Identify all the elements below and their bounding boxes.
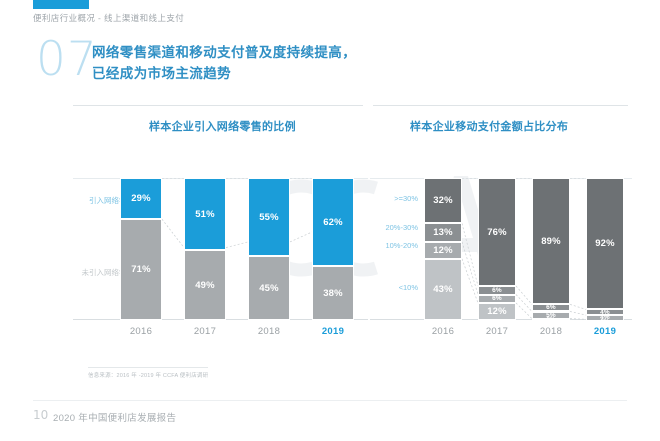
bar-segment-not-introduced-2019: 38%	[312, 266, 354, 320]
bar-segment-lt10-2019: 0%	[586, 319, 624, 325]
footer-rule	[33, 400, 627, 401]
bar-segment-ge30-2018: 89%	[532, 178, 570, 305]
bar-segment-not-introduced-2016: 71%	[120, 219, 162, 320]
bar-group-2019: 62% 38%	[312, 178, 354, 320]
bar-group-right-2019: 92% 4% 4% 0%	[586, 178, 624, 325]
chart-title-right: 样本企业移动支付金额占比分布	[410, 121, 569, 133]
x-label-right-2018: 2018	[539, 326, 563, 337]
bar-group-right-2016: 32% 13% 12% 43%	[424, 178, 462, 320]
bar-segment-20-30-2017: 6%	[478, 286, 516, 295]
legend-label-introduced: 引入网络零售	[89, 196, 134, 205]
section-number: 07	[36, 32, 98, 87]
bar-segment-ge30-2016: 32%	[424, 178, 462, 224]
plot-area-left: 29% 71% 51% 49% 55% 45% 62% 38%	[73, 178, 368, 320]
x-label-left-2017: 2017	[193, 326, 217, 337]
x-label-left-2016: 2016	[129, 326, 153, 337]
bar-segment-10-20-2019: 4%	[586, 314, 624, 321]
page-number: 10	[33, 408, 49, 422]
bar-group-2017: 51% 49%	[184, 178, 226, 320]
headline-line-1: 网络零售渠道和移动支付普及度持续提高，	[92, 45, 357, 60]
bar-segment-10-20-2017: 6%	[478, 294, 516, 303]
bar-segment-ge30-2017: 76%	[478, 178, 516, 286]
plot-area-right: 32% 13% 12% 43% 76% 6% 6% 12% 89% 6% 5% …	[370, 178, 632, 325]
bar-segment-10-20-2016: 12%	[424, 241, 462, 259]
bar-segment-ge30-2019: 92%	[586, 178, 624, 310]
bar-segment-lt10-2017: 12%	[478, 303, 516, 320]
bar-group-right-2017: 76% 6% 6% 12%	[478, 178, 516, 320]
bar-segment-lt10-2018: 0%	[532, 317, 570, 323]
bar-segment-introduced-2018: 55%	[248, 178, 290, 257]
legend-label-10-20: 10%-20%	[385, 241, 418, 250]
bar-segment-20-30-2016: 13%	[424, 223, 462, 242]
bar-segment-introduced-2019: 62%	[312, 178, 354, 266]
legend-label-20-30: 20%-30%	[385, 223, 418, 232]
bar-group-right-2018: 89% 6% 5% 0%	[532, 178, 570, 323]
headline-line-2: 已经成为市场主流趋势	[92, 66, 231, 81]
divider-right	[373, 105, 628, 106]
bar-segment-introduced-2017: 51%	[184, 178, 226, 251]
chart-title-left: 样本企业引入网络零售的比例	[149, 121, 296, 133]
legend-label-not-introduced: 未引入网络零售	[81, 268, 135, 277]
bar-segment-20-30-2019: 4%	[586, 309, 624, 316]
bar-segment-not-introduced-2018: 45%	[248, 256, 290, 320]
source-note: 信息来源：2016 年 -2019 年 CCFA 便利店调研	[88, 373, 209, 379]
footer-title: 2020 年中国便利店发展报告	[53, 413, 177, 424]
accent-bar	[33, 0, 89, 9]
divider-left	[73, 105, 363, 106]
bar-segment-10-20-2018: 5%	[532, 311, 570, 319]
bar-group-2018: 55% 45%	[248, 178, 290, 320]
x-label-right-2019: 2019	[593, 326, 617, 337]
bar-segment-20-30-2018: 6%	[532, 304, 570, 312]
page-title: 网络零售渠道和移动支付普及度持续提高， 已经成为市场主流趋势	[92, 42, 562, 84]
source-rule	[88, 367, 208, 368]
breadcrumb-kicker: 便利店行业概况 - 线上渠道和线上支付	[33, 13, 185, 23]
bar-segment-lt10-2016: 43%	[424, 258, 462, 320]
legend-label-lt10: <10%	[398, 283, 418, 292]
bar-group-2016: 29% 71%	[120, 178, 162, 320]
x-label-right-2016: 2016	[431, 326, 455, 337]
bar-segment-not-introduced-2017: 49%	[184, 250, 226, 320]
x-label-left-2018: 2018	[257, 326, 281, 337]
legend-label-ge30: >=30%	[394, 194, 418, 203]
x-label-left-2019: 2019	[321, 326, 345, 337]
bar-segment-introduced-2016: 29%	[120, 178, 162, 220]
x-label-right-2017: 2017	[485, 326, 509, 337]
